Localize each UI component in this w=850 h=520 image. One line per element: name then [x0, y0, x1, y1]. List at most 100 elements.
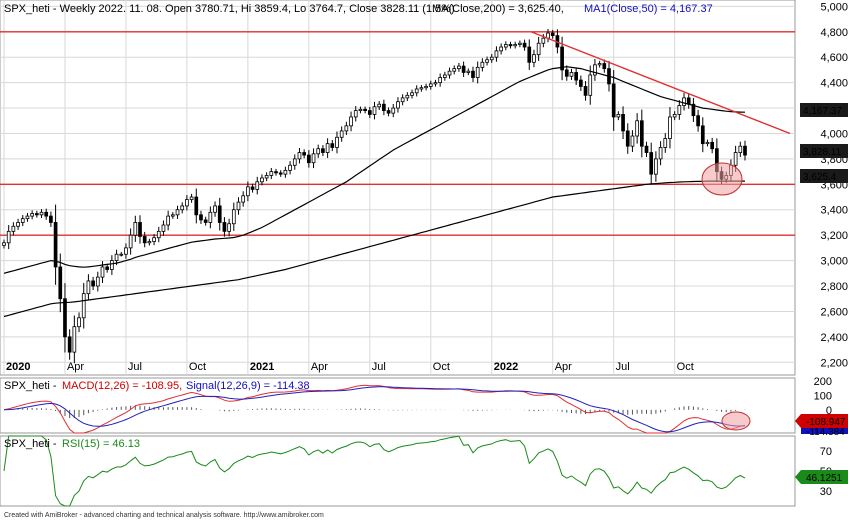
candle-body [283, 169, 288, 175]
candle-body [91, 280, 95, 287]
candle-body [654, 158, 658, 175]
price-panel[interactable]: 2,2002,4002,6002,8003,0003,2003,4003,600… [0, 0, 848, 376]
rsi-title-name: SPX_heti - [4, 438, 57, 450]
candle-body [231, 209, 236, 225]
time-tick-label: 2020 [6, 361, 30, 373]
candle-body [466, 70, 471, 73]
candle-body [677, 105, 682, 115]
candle-body [274, 171, 278, 174]
candle-body [705, 141, 710, 145]
candle-body [264, 175, 269, 179]
ma50-line [3, 66, 746, 274]
candle-body [100, 266, 105, 278]
candle-body [180, 205, 185, 211]
candle-body [222, 222, 227, 232]
ma200-line [3, 180, 745, 318]
candle-body [39, 211, 44, 216]
candle-body [147, 241, 152, 244]
candle-body [302, 152, 306, 156]
price-tick-label: 2,400 [820, 332, 848, 344]
candle-body [658, 147, 663, 160]
macd-title-macd: MACD(12,26) = -108.95, [62, 380, 182, 392]
candle-body [522, 42, 527, 48]
price-tick-label: 2,600 [820, 306, 848, 318]
candle-body [733, 152, 738, 166]
candle-body [480, 61, 485, 68]
support-resistance-lines [0, 31, 795, 236]
highlight-circle-price [701, 162, 743, 196]
candle-body [166, 215, 170, 226]
candle-body [25, 215, 30, 220]
price-title-prefix: SPX_heti - Weekly 2022. 11. 08. Open 378… [4, 3, 455, 15]
time-tick-label: Jul [372, 361, 386, 373]
macd-value-signal-text: -114.384 [806, 427, 845, 438]
candle-body [743, 145, 747, 156]
macd-line [3, 384, 746, 434]
candle-body [489, 56, 494, 61]
candle-body [156, 230, 161, 239]
price-label-ma200-text: 3,625.4 [803, 172, 837, 183]
candle-body [325, 143, 330, 153]
candle-body [639, 120, 644, 147]
candle-body [161, 224, 166, 232]
candle-body [672, 114, 677, 118]
candle-body [194, 196, 199, 216]
time-tick-label: Jul [616, 361, 630, 373]
price-tick-label: 4,600 [820, 52, 848, 64]
candle-body [30, 213, 34, 217]
candle-body [185, 199, 189, 207]
macd-value-label-signal: -114.384 [801, 427, 848, 438]
candle-body [682, 97, 686, 106]
price-label-ma200: 3,625.4 [800, 169, 848, 183]
candle-body [532, 54, 536, 63]
candle-body [710, 141, 715, 150]
candle-body [663, 138, 668, 148]
candle-body [696, 115, 700, 127]
time-tick-label: Apr [67, 361, 84, 373]
candle-body [686, 97, 691, 105]
candle-body [297, 152, 302, 160]
macd-value-macd-text: -108.947 [806, 417, 846, 428]
price-label-close-text: 3,828.11 [803, 147, 842, 158]
price-tick-label: 3,000 [820, 256, 848, 268]
candle-body [475, 66, 480, 78]
candle-body [321, 148, 325, 153]
price-tick-label: 2,800 [820, 281, 848, 293]
candle-body [579, 79, 583, 87]
candle-body [20, 218, 25, 223]
highlight-circle-macd [721, 411, 751, 431]
time-tick-label: Oct [677, 361, 694, 373]
candle-body [311, 153, 316, 164]
candle-body [58, 266, 63, 300]
candle-body [269, 171, 274, 176]
candle-body [583, 86, 588, 96]
macd-panel[interactable]: 200 100 0 SPX_heti - MACD(12,26) = -108.95… [0, 376, 848, 438]
price-tick-label: 3,200 [820, 230, 848, 242]
rsi-title-value: RSI(15) = 46.13 [62, 438, 140, 450]
price-tick-label: 4,400 [820, 78, 848, 90]
candle-body [560, 46, 564, 71]
price-tick-label: 5,000 [820, 1, 848, 13]
candle-body [485, 59, 489, 63]
candle-body [428, 83, 433, 87]
candle-body [630, 135, 635, 147]
candle-body [306, 154, 311, 164]
candle-body [63, 298, 67, 338]
candle-body [700, 125, 705, 145]
candle-body [400, 97, 405, 103]
candle-body [611, 83, 616, 118]
price-title-ma200: MA(Close,200) = 3,625.40, [432, 3, 564, 15]
price-label-ma50-text: 4,167.37 [803, 106, 842, 117]
candle-body [443, 74, 447, 78]
macd-tick-label: 0 [826, 405, 832, 417]
candle-body [105, 266, 110, 270]
candle-body [541, 37, 546, 44]
rsi-panel[interactable]: 705030 SPX_heti - RSI(15) = 46.13 46.125… [0, 435, 848, 507]
candle-body [260, 177, 264, 183]
candle-body [424, 86, 428, 89]
candle-body [34, 213, 39, 216]
candle-body [377, 103, 382, 108]
candle-body [241, 195, 246, 203]
